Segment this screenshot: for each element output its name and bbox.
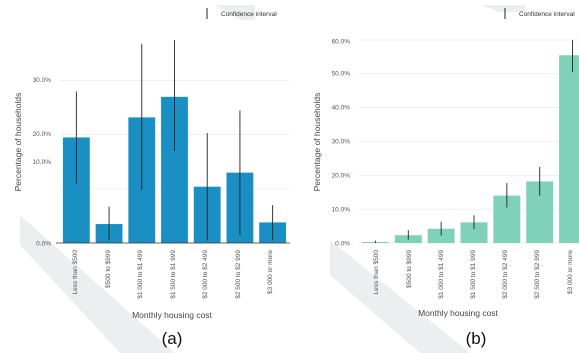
error-bars-a [75, 40, 274, 241]
y-tick-label-b-3: 30.0% [332, 139, 351, 146]
x-tick-label-a-0: Less than $500 [72, 250, 79, 295]
y-tick-label-b-2: 20.0% [332, 173, 351, 180]
x-tick-label-b-4: $2 000 to $2 499 [502, 250, 509, 299]
background-stripes [20, 5, 525, 353]
bar-b-2 [427, 228, 455, 243]
x-tick-label-a-2: $1 000 to $1 499 [137, 250, 144, 299]
x-tick-label-b-2: $1 000 to $1 499 [438, 250, 445, 299]
x-tick-label-a-6: $3 000 or more [267, 250, 274, 294]
x-tick-label-a-3: $1 500 to $1 999 [170, 250, 177, 299]
y-tick-label-b-6: 60.0% [332, 39, 351, 46]
panel-label-a: (a) [162, 329, 183, 348]
y-axis-title-a: Percentage of households [13, 93, 23, 192]
y-tick-label-b-4: 40.0% [332, 105, 351, 112]
chart-panel-a: Confidence interval 0.0% 10.0% 20.0% 30.… [13, 8, 290, 348]
y-tick-label-a-3: 30.0% [33, 77, 52, 84]
y-tick-label-b-1: 10.0% [332, 207, 351, 214]
y-tick-label-b-0: 0.0% [335, 241, 350, 248]
error-bars-b [374, 40, 574, 243]
x-tick-label-a-4: $2 000 to $2 499 [202, 250, 209, 299]
x-tick-label-b-5: $2 500 to $2 999 [534, 250, 541, 299]
legend-a: Confidence interval [206, 8, 277, 19]
x-tick-label-a-5: $2 500 to $2 999 [235, 250, 242, 299]
legend-label-b: Confidence interval [519, 11, 575, 18]
y-tick-label-a-1: 10.0% [33, 159, 52, 166]
bar-b-3 [460, 222, 488, 243]
y-axis-title-b: Percentage of households [312, 93, 322, 192]
x-axis-title-b: Monthly housing cost [418, 308, 498, 318]
chart-panel-b: Confidence interval 0.0% 10.0% 20.0% 30.… [312, 8, 579, 348]
x-tick-label-a-1: $500 to $999 [105, 250, 112, 288]
x-tick-label-b-0: Less than $500 [373, 250, 380, 295]
legend-b: Confidence interval [504, 8, 575, 19]
x-tick-label-b-6: $3 000 or more [567, 250, 574, 294]
panel-label-b: (b) [466, 329, 487, 348]
x-axis-title-a: Monthly housing cost [132, 310, 212, 320]
y-tick-label-a-2: 20.0% [33, 131, 52, 138]
bars-b [361, 55, 579, 243]
bar-b-6 [559, 55, 579, 243]
y-tick-label-a-0: 0.0% [36, 241, 51, 248]
y-tick-label-b-5: 50.0% [332, 71, 351, 78]
legend-label-a: Confidence interval [221, 11, 277, 18]
x-tick-label-b-1: $500 to $999 [406, 250, 413, 288]
x-tick-label-b-3: $1 500 to $1 999 [470, 250, 477, 299]
